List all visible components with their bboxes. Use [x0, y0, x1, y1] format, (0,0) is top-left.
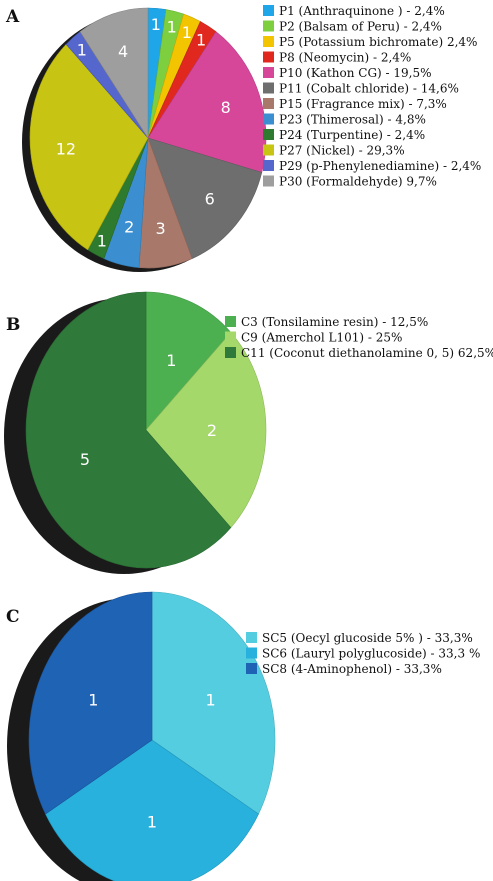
legend-swatch: [263, 20, 274, 32]
slice-value-label: 1: [147, 812, 157, 831]
slice-value-label: 2: [124, 218, 134, 237]
legend-swatch: [263, 113, 274, 125]
legend-label: P30 (Formaldehyde) 9,7%: [279, 175, 437, 189]
legend-label: SC8 (4-Aminophenol) - 33,3%: [262, 662, 442, 676]
legend-label: P23 (Thimerosal) - 4,8%: [279, 113, 426, 127]
pie-chart-b: 1 2 5: [4, 291, 267, 574]
slice-value-label: 1: [88, 690, 98, 709]
slice-value-label: 1: [196, 31, 206, 50]
legend-swatch: [246, 663, 257, 674]
legend-swatch: [263, 51, 274, 63]
legend-swatch: [263, 5, 274, 16]
legend-label: C9 (Amerchol L101) - 25%: [241, 331, 402, 345]
legend-swatch: [225, 316, 236, 327]
legend-swatch: [263, 67, 274, 78]
legend-label: P5 (Potassium bichromate) 2,4%: [279, 35, 477, 49]
pie-slice: [29, 43, 149, 251]
slice-value-label: 1: [167, 18, 177, 37]
pie-slice: [25, 291, 232, 569]
legend-b: C3 (Tonsilamine resin) - 12,5% C9 (Amerch…: [225, 315, 493, 360]
legend-label: P29 (p-Phenylenediamine) - 2,4%: [279, 159, 481, 173]
pie-slice: [28, 591, 153, 815]
legend-swatch: [263, 144, 274, 156]
legend-label: P15 (Fragrance mix) - 7,3%: [279, 97, 447, 111]
legend-swatch: [225, 347, 236, 358]
pie-slice: [145, 291, 232, 431]
legend-swatch: [246, 632, 257, 643]
pie-slice: [147, 137, 263, 259]
slice-value-label: 6: [205, 190, 215, 209]
legend-label: P1 (Anthraquinone ) - 2,4%: [279, 4, 445, 18]
legend-swatch: [263, 160, 274, 171]
slice-value-label: 1: [166, 351, 176, 370]
pie-chart-c: 1 1 1: [7, 591, 276, 881]
slice-value-label: 4: [118, 42, 128, 61]
legend-swatch: [246, 647, 257, 659]
slice-value-label: 2: [207, 421, 217, 440]
slice-value-label: 1: [97, 232, 107, 251]
pie-slice: [79, 7, 149, 140]
pie-slice: [145, 331, 267, 529]
legend-label: P11 (Cobalt chloride) - 14,6%: [279, 82, 459, 96]
legend-a: P1 (Anthraquinone ) - 2,4% P2 (Balsam of …: [263, 4, 481, 189]
slice-value-label: 1: [206, 690, 216, 709]
legend-swatch: [263, 36, 274, 47]
legend-label: C11 (Coconut diethanolamine 0, 5) 62,5%: [241, 346, 493, 360]
pie-slice: [147, 31, 267, 173]
panel-letter-a: A: [5, 7, 20, 27]
legend-swatch: [263, 129, 274, 140]
slice-value-label: 1: [182, 23, 192, 42]
pie-slice: [151, 591, 276, 815]
legend-label: C3 (Tonsilamine resin) - 12,5%: [241, 315, 428, 329]
legend-label: P24 (Turpentine) - 2,4%: [279, 128, 425, 142]
pie-slice: [45, 739, 259, 881]
legend-swatch: [263, 175, 274, 187]
legend-label: P27 (Nickel) - 29,3%: [279, 144, 405, 158]
legend-label: SC5 (Oecyl glucoside 5% ) - 33,3%: [262, 631, 473, 645]
panel-letter-c: C: [6, 607, 20, 627]
legend-label: P2 (Balsam of Peru) - 2,4%: [279, 20, 442, 34]
legend-swatch: [225, 331, 236, 343]
legend-c: SC5 (Oecyl glucoside 5% ) - 33,3% SC6 (La…: [246, 631, 480, 676]
legend-label: P8 (Neomycin) - 2,4%: [279, 51, 411, 65]
slice-value-label: 3: [156, 219, 166, 238]
slice-value-label: 1: [77, 41, 87, 60]
legend-label: P10 (Kathon CG) - 19,5%: [279, 66, 432, 80]
panel-letter-b: B: [6, 315, 20, 335]
slice-value-label: 12: [56, 139, 76, 158]
legend-swatch: [263, 98, 274, 109]
legend-label: SC6 (Lauryl polyglucoside) - 33,3 %: [262, 647, 480, 661]
slice-value-label: 8: [221, 98, 231, 117]
legend-swatch: [263, 82, 274, 94]
slice-value-label: 1: [151, 15, 161, 34]
slice-value-label: 5: [80, 450, 90, 469]
